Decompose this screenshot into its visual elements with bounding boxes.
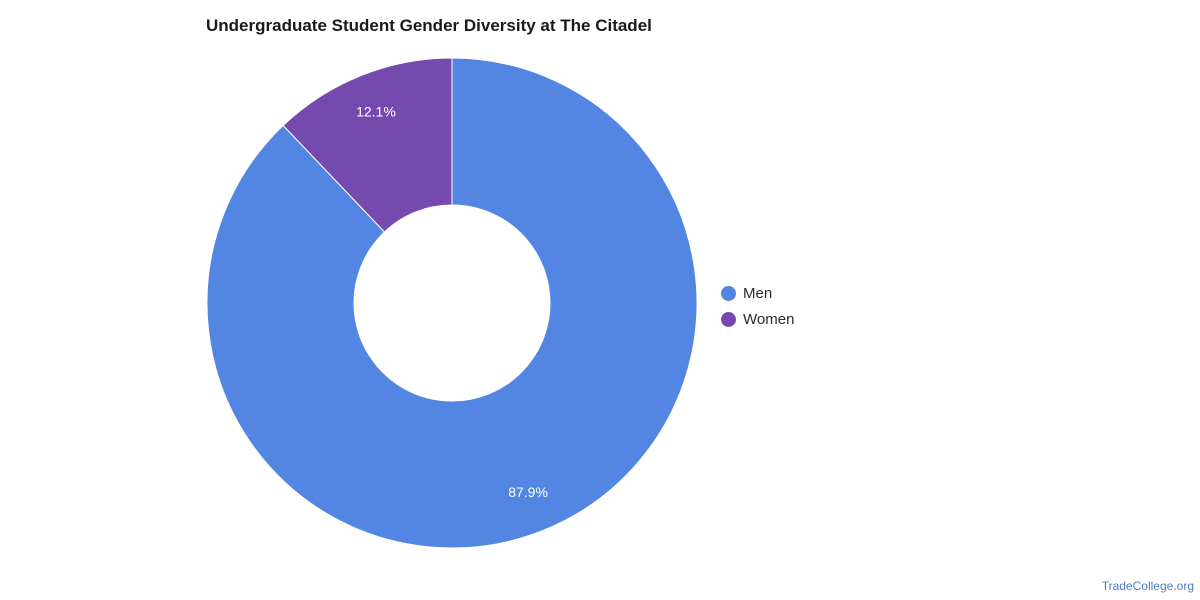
donut-slices [206, 57, 698, 549]
legend-swatch-women [721, 311, 736, 327]
legend: Men Women [721, 280, 794, 332]
legend-swatch-men [721, 285, 736, 301]
legend-label-men: Men [743, 284, 773, 302]
legend-item-women[interactable]: Women [721, 306, 794, 332]
data-label-women: 12.1% [356, 103, 396, 119]
legend-label-women: Women [743, 310, 795, 328]
source-watermark[interactable]: TradeCollege.org [1101, 579, 1194, 593]
chart-title: Undergraduate Student Gender Diversity a… [206, 16, 652, 35]
legend-item-men[interactable]: Men [721, 280, 794, 306]
slice-women[interactable] [282, 57, 453, 233]
slice-men[interactable] [206, 57, 698, 549]
donut-data-labels: 87.9% 12.1% [356, 103, 548, 500]
data-label-men: 87.9% [508, 484, 548, 500]
